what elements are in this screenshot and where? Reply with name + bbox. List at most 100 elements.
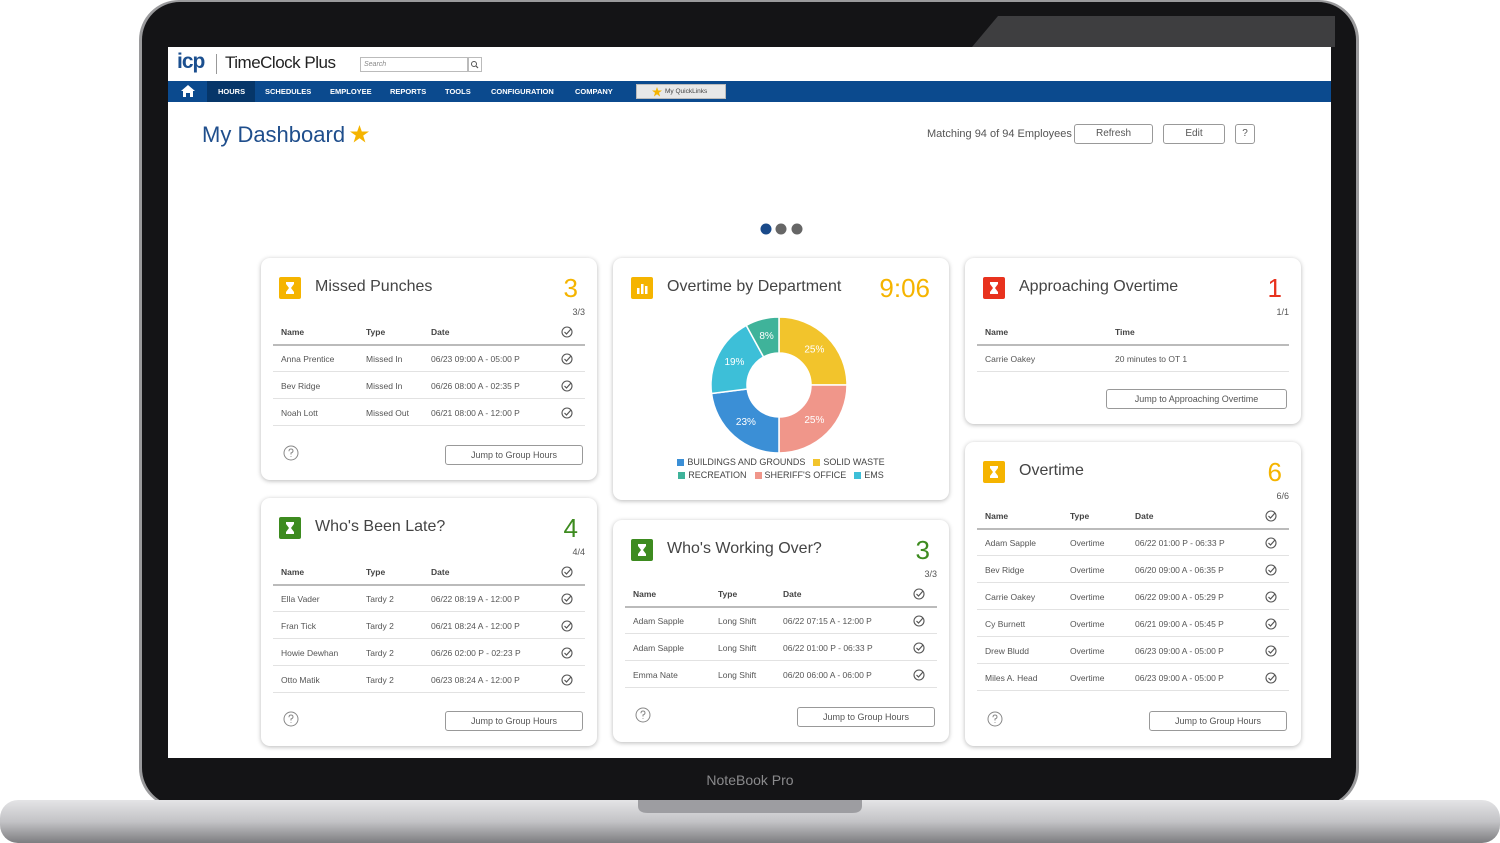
- star-icon: [652, 87, 662, 97]
- jump-button[interactable]: Jump to Approaching Overtime: [1106, 389, 1287, 409]
- widget-icon: [983, 277, 1005, 299]
- cell: Howie Dewhan: [281, 648, 339, 658]
- widget-ratio: 3/3: [924, 569, 937, 579]
- row-rule: [625, 633, 937, 634]
- nav-item[interactable]: EMPLOYEE: [330, 87, 372, 96]
- donut-slice: [778, 384, 848, 454]
- help-circle: [635, 707, 651, 723]
- nav-item[interactable]: SCHEDULES: [265, 87, 312, 96]
- help-icon[interactable]: [283, 711, 299, 727]
- check-icon: [1265, 591, 1277, 603]
- check-mark: [1268, 674, 1276, 681]
- column-header: Date: [1135, 511, 1154, 521]
- widget-count: 6: [1267, 457, 1282, 487]
- legend-item: EMS: [854, 470, 884, 480]
- product-name: TimeClock Plus: [225, 53, 336, 72]
- chart-card: Overtime by Department 9:06 25% 25% 23% 19% 8%…: [613, 258, 949, 500]
- jump-button[interactable]: Jump to Group Hours: [797, 707, 935, 727]
- cell: Missed In: [366, 381, 403, 391]
- carousel-dots[interactable]: [757, 223, 817, 235]
- check-mark: [916, 644, 924, 651]
- favorite-star[interactable]: [350, 125, 369, 143]
- help-mark: [640, 710, 646, 719]
- column-header: Date: [431, 567, 450, 577]
- toolbar-button[interactable]: ?: [1235, 124, 1255, 144]
- cell: Adam Sapple: [633, 643, 685, 653]
- row-rule: [273, 425, 585, 426]
- toolbar-button[interactable]: Refresh: [1074, 124, 1153, 144]
- check-mark: [1268, 566, 1276, 573]
- widget-count: 3: [915, 535, 930, 565]
- nav-item[interactable]: REPORTS: [390, 87, 427, 96]
- check-circle: [913, 669, 925, 681]
- widget-title: Approaching Overtime: [1019, 278, 1179, 295]
- legend-label: SOLID WASTE: [823, 457, 885, 467]
- slice-label: 19%: [724, 357, 744, 368]
- cell: 06/23 09:00 A - 05:00 P: [1135, 646, 1224, 656]
- check-circle: [561, 674, 573, 686]
- widget-card: Who's Working Over? 3 3/3 Name Type Date Adam …: [613, 520, 949, 742]
- quicklinks-button[interactable]: My QuickLinks: [636, 84, 726, 99]
- cell: Miles A. Head: [985, 673, 1038, 683]
- check-icon: [561, 620, 573, 632]
- logo-divider: [216, 54, 217, 74]
- cell: Otto Matik: [281, 675, 320, 685]
- cell: Adam Sapple: [985, 538, 1037, 548]
- cell: Carrie Oakey: [985, 354, 1036, 364]
- check-icon: [561, 566, 573, 578]
- search-button[interactable]: [467, 57, 482, 72]
- jump-button[interactable]: Jump to Group Hours: [445, 711, 583, 731]
- icon-bar: [637, 288, 640, 294]
- column-header: Type: [366, 327, 386, 337]
- nav-item[interactable]: COMPANY: [575, 87, 613, 96]
- check-circle: [1265, 645, 1277, 657]
- nav-item[interactable]: CONFIGURATION: [491, 87, 554, 96]
- cell: 06/21 08:00 A - 12:00 P: [431, 408, 520, 418]
- donut-slice: [778, 316, 848, 386]
- legend-swatch: [813, 458, 821, 466]
- help-icon[interactable]: [987, 711, 1003, 727]
- nav-item[interactable]: TOOLS: [445, 87, 471, 96]
- widget-card: Overtime 6 6/6 Name Type Date Adam Sapple Overt…: [965, 442, 1301, 746]
- cell: 06/23 09:00 A - 05:00 P: [1135, 673, 1224, 683]
- nav-bar: [168, 81, 1331, 102]
- check-mark: [1268, 647, 1276, 654]
- home-icon[interactable]: [180, 84, 196, 98]
- cell: 06/20 09:00 A - 06:35 P: [1135, 565, 1224, 575]
- jump-button[interactable]: Jump to Group Hours: [445, 445, 583, 465]
- cell: Long Shift: [718, 670, 757, 680]
- cell: Ella Vader: [281, 594, 320, 604]
- nav-item[interactable]: HOURS: [218, 87, 246, 96]
- jump-button[interactable]: Jump to Group Hours: [1149, 711, 1287, 731]
- widget-ratio: 3/3: [572, 307, 585, 317]
- check-icon: [561, 380, 573, 392]
- help-icon[interactable]: [635, 707, 651, 723]
- check-icon: [561, 674, 573, 686]
- toolbar-button[interactable]: Edit: [1163, 124, 1225, 144]
- widget-icon: [631, 277, 653, 299]
- check-mark: [564, 595, 572, 602]
- cell: Drew Bludd: [985, 646, 1029, 656]
- row-rule: [625, 660, 937, 661]
- icon-bar: [645, 286, 648, 294]
- check-mark: [564, 328, 572, 335]
- cell: Tardy 2: [366, 621, 394, 631]
- help-mark: [288, 714, 294, 723]
- help-icon[interactable]: [283, 445, 299, 461]
- search-box[interactable]: Search: [360, 57, 469, 72]
- widget-title: Missed Punches: [315, 278, 433, 295]
- legend-label: SHERIFF'S OFFICE: [764, 470, 847, 480]
- widget-ratio: 6/6: [1276, 491, 1289, 501]
- legend-swatch: [678, 471, 686, 479]
- check-circle: [1265, 510, 1277, 522]
- legend-item: SHERIFF'S OFFICE: [754, 470, 847, 480]
- check-circle: [913, 615, 925, 627]
- check-circle: [561, 380, 573, 392]
- help-circle: [987, 711, 1003, 727]
- check-mark: [916, 617, 924, 624]
- legend: BUILDINGS AND GROUNDS SOLID WASTE RECREATI…: [636, 457, 926, 480]
- cell: Overtime: [1070, 619, 1105, 629]
- cell: 06/26 02:00 P - 02:23 P: [431, 648, 521, 658]
- cell: Bev Ridge: [281, 381, 321, 391]
- header-rule: [625, 606, 937, 608]
